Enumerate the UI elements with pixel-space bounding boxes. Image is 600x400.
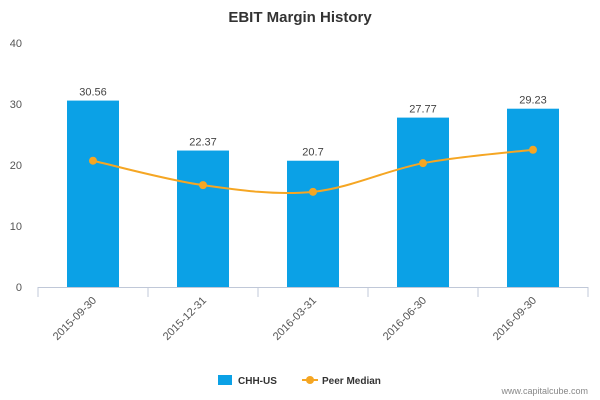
peer-median-point[interactable] [199,181,207,190]
legend-label-bar[interactable]: CHH-US [238,376,277,387]
bar-data-label: 22.37 [189,137,217,149]
credit-text: www.capitalcube.com [500,386,588,396]
bar-data-label: 20.7 [302,147,323,159]
bar[interactable] [507,108,559,288]
bar-data-label: 30.56 [79,87,107,99]
legend[interactable]: CHH-US Peer Median [218,375,381,387]
bar[interactable] [177,150,229,287]
bar[interactable] [397,117,449,287]
x-tick-label: 2015-12-31 [161,295,209,343]
y-axis: 0 10 20 30 40 [10,38,22,294]
legend-swatch-bar[interactable] [218,375,232,385]
bar[interactable] [67,100,119,287]
x-axis: 2015-09-30 2015-12-31 2016-03-31 2016-06-30… [37,287,589,343]
data-labels: 30.56 22.37 20.7 27.77 29.23 [79,87,547,159]
bar[interactable] [287,160,339,287]
peer-median-point[interactable] [309,187,317,196]
line-series [89,145,537,196]
y-tick-label: 30 [10,99,22,111]
bar-data-label: 29.23 [519,95,547,107]
y-tick-label: 0 [16,282,22,294]
peer-median-point[interactable] [89,156,97,165]
bar-data-label: 27.77 [409,104,437,116]
x-tick-label: 2015-09-30 [51,295,99,343]
x-tick-label: 2016-06-30 [381,295,429,343]
y-tick-label: 20 [10,160,22,172]
x-tick-label: 2016-09-30 [491,295,539,343]
legend-swatch-marker [306,376,314,384]
y-tick-label: 40 [10,38,22,50]
peer-median-point[interactable] [529,145,537,154]
peer-median-point[interactable] [419,159,427,168]
x-tick-label: 2016-03-31 [271,295,319,343]
legend-label-line[interactable]: Peer Median [322,376,381,387]
chart-title: EBIT Margin History [228,9,372,26]
y-tick-label: 10 [10,221,22,233]
bar-series [67,100,559,288]
